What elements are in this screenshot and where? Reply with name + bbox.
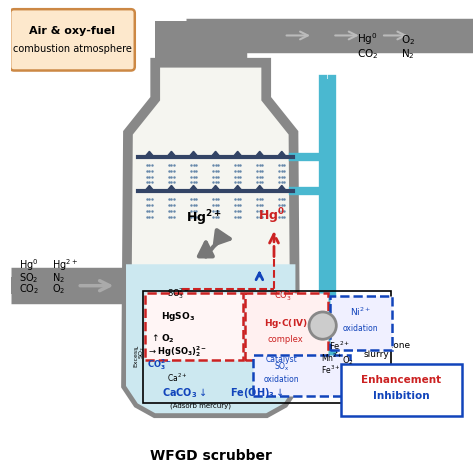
Text: WFGD scrubber: WFGD scrubber [150, 449, 272, 463]
Text: (Adsorb mercury): (Adsorb mercury) [171, 403, 231, 410]
Text: Catalyst: Catalyst [266, 355, 298, 364]
Bar [146, 293, 243, 360]
Text: $\mathbf{Hg{\cdot}C(IV)}$: $\mathbf{Hg{\cdot}C(IV)}$ [264, 318, 308, 330]
Text: $\mathrm{CO_2}$: $\mathrm{CO_2}$ [19, 283, 39, 296]
Polygon shape [233, 185, 243, 191]
Text: $\mathrm{O_2}$: $\mathrm{O_2}$ [52, 283, 65, 296]
Bar [245, 293, 328, 360]
Bar [178, 21, 474, 35]
Bar [253, 355, 350, 396]
Text: $\mathrm{Ni^{2+}}$: $\mathrm{Ni^{2+}}$ [350, 305, 371, 318]
Text: $\mathrm{O_2}$: $\mathrm{O_2}$ [342, 355, 354, 367]
Bar [330, 296, 392, 350]
Text: $\mathbf{CO_3^{2-}}$: $\mathbf{CO_3^{2-}}$ [147, 357, 173, 373]
Polygon shape [211, 185, 220, 191]
Polygon shape [166, 151, 176, 157]
Polygon shape [233, 151, 243, 157]
Text: $\mathrm{Hg^0}$: $\mathrm{Hg^0}$ [19, 257, 38, 273]
Text: $\mathrm{Fe^{3+}}$: $\mathrm{Fe^{3+}}$ [321, 364, 340, 376]
Text: oxidation: oxidation [264, 375, 300, 384]
Polygon shape [166, 185, 176, 191]
Text: $\mathbf{CaCO_3}\downarrow$: $\mathbf{CaCO_3}\downarrow$ [162, 386, 207, 400]
Text: Limestone: Limestone [364, 340, 410, 349]
Text: $\mathrm{SO_3^{2-}}$: $\mathrm{SO_3^{2-}}$ [167, 286, 190, 301]
Text: Pump: Pump [342, 325, 368, 334]
Text: $\mathrm{N_2}$: $\mathrm{N_2}$ [52, 271, 65, 284]
Polygon shape [211, 151, 220, 157]
Bar [320, 79, 335, 391]
Polygon shape [255, 185, 264, 191]
Polygon shape [189, 151, 199, 157]
Bar [178, 35, 474, 48]
Text: Excess: Excess [133, 346, 138, 367]
Bar [143, 291, 391, 402]
Text: $\mathrm{SO_2}$: $\mathrm{SO_2}$ [19, 271, 38, 284]
Polygon shape [277, 185, 287, 191]
Polygon shape [145, 185, 154, 191]
Text: $\mathbf{Fe(OH)_3}\downarrow$: $\mathbf{Fe(OH)_3}\downarrow$ [230, 385, 284, 400]
Text: $\mathrm{SO_2^-}$: $\mathrm{SO_2^-}$ [138, 345, 147, 359]
Text: $\mathrm{N_2}$: $\mathrm{N_2}$ [401, 47, 414, 61]
Text: $\mathbf{Hg^{0}}$: $\mathbf{Hg^{0}}$ [258, 207, 286, 226]
Text: $\mathbf{HgSO_3}$: $\mathbf{HgSO_3}$ [162, 310, 196, 323]
Text: slurry: slurry [364, 350, 389, 359]
Polygon shape [255, 151, 264, 157]
Text: $\mathrm{Mn^{2+}}$: $\mathrm{Mn^{2+}}$ [321, 351, 343, 364]
Polygon shape [155, 21, 196, 63]
FancyBboxPatch shape [341, 364, 462, 416]
Text: Inhibition: Inhibition [373, 391, 430, 401]
Polygon shape [189, 185, 199, 191]
Text: Circulation: Circulation [342, 313, 391, 322]
Text: $\mathrm{Hg^0}$: $\mathrm{Hg^0}$ [357, 31, 377, 47]
Polygon shape [126, 264, 295, 413]
Text: combustion atmosphere: combustion atmosphere [13, 44, 132, 54]
Text: $\uparrow\mathbf{O_2}$: $\uparrow\mathbf{O_2}$ [150, 333, 174, 345]
Text: $\mathrm{Fe^{2+}}$: $\mathrm{Fe^{2+}}$ [328, 339, 350, 352]
Polygon shape [277, 151, 287, 157]
Bar [11, 277, 128, 294]
Bar [182, 27, 474, 43]
Bar [178, 21, 244, 63]
Text: $\mathrm{Ca^{2+}}$: $\mathrm{Ca^{2+}}$ [167, 372, 187, 384]
Text: $\rightarrow\mathbf{Hg(SO_3)_2^{2-}}$: $\rightarrow\mathbf{Hg(SO_3)_2^{2-}}$ [147, 344, 208, 359]
Text: Enhancement: Enhancement [362, 375, 442, 385]
Text: complex: complex [268, 335, 303, 344]
Text: $\mathbf{Hg^{2+}}$: $\mathbf{Hg^{2+}}$ [186, 209, 222, 228]
Text: $\mathrm{O_2}$: $\mathrm{O_2}$ [401, 33, 415, 47]
Text: $\mathrm{SO_x}$: $\mathrm{SO_x}$ [274, 361, 290, 374]
Circle shape [8, 275, 30, 296]
Text: $\mathrm{CO_3^{2-}}$: $\mathrm{CO_3^{2-}}$ [274, 288, 298, 303]
Text: $\mathrm{Hg^{2+}}$: $\mathrm{Hg^{2+}}$ [52, 257, 78, 273]
Text: Air & oxy-fuel: Air & oxy-fuel [29, 26, 116, 36]
Polygon shape [126, 63, 295, 413]
Polygon shape [145, 151, 154, 157]
FancyBboxPatch shape [10, 9, 135, 71]
Text: $\mathrm{CO_2}$: $\mathrm{CO_2}$ [357, 47, 378, 61]
Circle shape [309, 312, 337, 339]
Text: oxidation: oxidation [343, 324, 378, 333]
